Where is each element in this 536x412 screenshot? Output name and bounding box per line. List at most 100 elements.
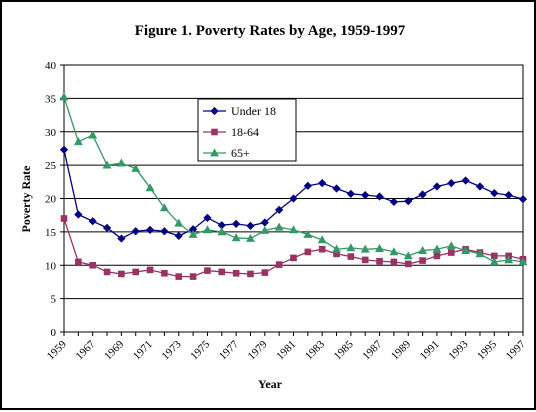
data-point — [275, 205, 284, 214]
data-point — [346, 243, 356, 252]
data-point — [318, 179, 327, 188]
legend-label: 65+ — [231, 146, 250, 160]
x-tick-label: 1987 — [360, 338, 384, 362]
x-tick-label: 1983 — [303, 338, 327, 362]
data-point — [217, 227, 227, 236]
data-point — [159, 203, 169, 212]
data-point — [102, 160, 112, 169]
data-point — [289, 194, 298, 203]
x-tick-label: 1975 — [188, 338, 212, 362]
x-axis-title: Year — [258, 377, 283, 391]
series-65- — [59, 92, 528, 266]
data-point — [303, 181, 312, 190]
data-point — [475, 249, 485, 258]
data-point — [247, 270, 254, 278]
data-point — [131, 163, 141, 172]
data-point — [146, 266, 154, 274]
data-point — [275, 261, 283, 268]
data-point — [446, 241, 456, 250]
data-point — [375, 192, 384, 201]
data-point — [389, 197, 399, 206]
data-point — [145, 183, 155, 192]
series-layer — [59, 92, 528, 280]
data-point — [475, 182, 485, 191]
data-point — [232, 269, 240, 277]
y-tick-label: 35 — [45, 93, 57, 105]
y-tick-label: 0 — [51, 327, 57, 339]
data-point — [102, 223, 112, 232]
data-point — [274, 222, 284, 231]
data-point — [390, 258, 398, 266]
data-point — [60, 215, 68, 222]
data-point — [145, 225, 155, 234]
data-point — [447, 179, 456, 188]
data-point — [347, 253, 355, 260]
data-point — [211, 128, 218, 136]
data-point — [174, 218, 184, 227]
legend: Under 18 18-64 65+ — [197, 98, 297, 162]
data-point — [132, 268, 140, 276]
y-tick-label: 40 — [45, 60, 57, 72]
x-tick-label: 1995 — [475, 338, 499, 362]
data-point — [246, 221, 255, 230]
data-point — [317, 235, 327, 244]
y-tick-label: 5 — [51, 294, 57, 306]
data-point — [188, 229, 198, 238]
x-tick-label: 1959 — [45, 338, 69, 362]
data-point — [332, 244, 341, 253]
data-point — [189, 273, 197, 280]
x-tick-label: 1997 — [504, 338, 528, 362]
y-tick-label: 15 — [45, 227, 57, 239]
data-point — [376, 257, 383, 265]
chart-title: Figure 1. Poverty Rates by Age, 1959-199… — [135, 23, 406, 39]
data-point — [290, 254, 297, 262]
data-point — [375, 243, 385, 252]
data-point — [73, 137, 83, 146]
series-under-18 — [59, 145, 528, 243]
x-tick-label: 1967 — [73, 338, 97, 362]
data-point — [304, 248, 312, 256]
data-point — [174, 231, 183, 240]
y-tick-label: 25 — [45, 160, 57, 172]
data-point — [518, 257, 528, 266]
data-point — [289, 225, 298, 234]
data-point — [361, 191, 370, 200]
data-point — [389, 247, 399, 256]
data-point — [489, 257, 499, 266]
data-point — [160, 227, 169, 236]
data-point — [504, 255, 514, 264]
x-axis: 1959 1967 1969 1971 1973 1975 1977 1979 1981 1983… — [45, 332, 528, 362]
data-point — [204, 267, 211, 274]
data-point — [175, 273, 183, 280]
data-point — [504, 191, 513, 200]
data-point — [418, 245, 428, 254]
data-point — [88, 130, 98, 139]
data-point — [117, 234, 126, 243]
y-tick-label: 10 — [45, 260, 57, 272]
data-point — [490, 189, 499, 198]
x-tick-label: 1993 — [446, 338, 470, 362]
data-point — [447, 249, 455, 256]
data-point — [432, 182, 442, 191]
data-point — [231, 233, 241, 242]
data-point — [232, 219, 241, 228]
x-tick-label: 1977 — [217, 338, 241, 362]
data-point — [74, 210, 83, 219]
x-tick-label: 1985 — [332, 338, 356, 362]
legend-label: Under 18 — [231, 104, 276, 118]
data-point — [246, 233, 255, 242]
data-point — [210, 148, 219, 157]
data-point — [346, 189, 355, 198]
data-point — [103, 268, 111, 276]
y-tick-label: 20 — [45, 194, 57, 206]
data-point — [116, 158, 126, 167]
series-line — [63, 149, 524, 240]
data-point — [360, 244, 370, 253]
series-18-64 — [60, 215, 527, 280]
x-tick-label: 1981 — [274, 338, 298, 362]
data-point — [404, 260, 412, 268]
x-tick-label: 1969 — [102, 338, 126, 362]
y-axis: 0 5 10 15 20 25 30 35 40 — [45, 60, 64, 339]
x-tick-label: 1971 — [131, 338, 155, 362]
